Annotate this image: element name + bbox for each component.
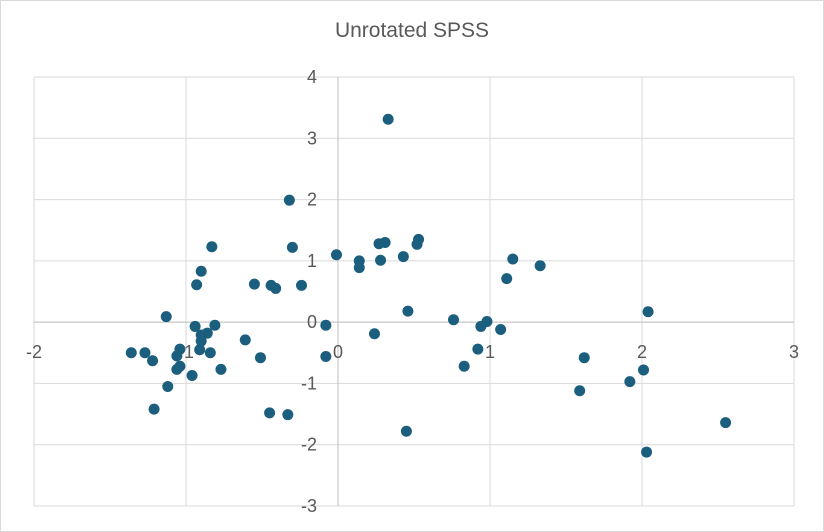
data-point (194, 344, 206, 356)
data-point (397, 251, 409, 263)
data-point (411, 238, 423, 250)
y-tick-label: -2 (301, 435, 317, 455)
x-tick-label: 3 (789, 342, 799, 362)
data-point (402, 305, 414, 317)
data-point (283, 194, 295, 206)
data-point (139, 347, 151, 359)
chart-title: Unrotated SPSS (334, 19, 490, 42)
data-point (189, 320, 201, 332)
data-point (162, 380, 174, 392)
y-tick-label: 2 (307, 190, 317, 210)
y-tick-label: 3 (307, 128, 317, 148)
y-tick-label: -3 (301, 496, 317, 516)
data-point (353, 262, 365, 274)
data-point (206, 241, 218, 253)
data-point (270, 282, 282, 294)
data-point (148, 403, 160, 415)
data-point (215, 363, 227, 375)
data-point (641, 446, 653, 458)
data-point (448, 314, 460, 326)
data-point (147, 355, 159, 367)
y-tick-label: -1 (301, 373, 317, 393)
data-point (400, 425, 412, 437)
y-tick-label: 4 (307, 67, 317, 87)
data-point (642, 306, 654, 318)
data-point (125, 347, 137, 359)
data-point (624, 376, 636, 388)
data-point (720, 417, 732, 429)
data-point (191, 279, 203, 291)
data-point (320, 350, 332, 362)
data-point (534, 260, 546, 272)
data-point (264, 407, 276, 419)
y-tick-labels: -3 -2 -1 0 1 2 3 4 (301, 67, 317, 516)
data-point (248, 278, 260, 290)
data-point (174, 360, 186, 372)
x-tick-label: 2 (637, 342, 647, 362)
data-point (373, 238, 385, 250)
data-point (501, 273, 513, 285)
data-point (475, 320, 487, 332)
data-point (171, 350, 183, 362)
data-point (368, 328, 380, 340)
x-tick-label: -2 (26, 342, 42, 362)
data-point (638, 364, 650, 376)
data-point (472, 343, 484, 355)
data-point (574, 385, 586, 397)
data-point (282, 409, 294, 421)
y-tick-label: 0 (307, 312, 317, 332)
data-point (382, 113, 394, 125)
data-point (507, 253, 519, 265)
data-point (320, 319, 332, 331)
data-point (458, 360, 470, 372)
data-point (254, 352, 266, 364)
data-point (160, 311, 172, 323)
gridlines (33, 76, 795, 507)
data-point (286, 241, 298, 253)
data-point (204, 347, 216, 359)
x-tick-label: 0 (333, 342, 343, 362)
data-point (296, 279, 308, 291)
y-tick-label: 1 (307, 251, 317, 271)
data-point (578, 352, 590, 364)
data-point (195, 335, 207, 347)
data-point (195, 265, 207, 277)
data-point (330, 249, 342, 261)
data-point (239, 334, 251, 346)
axes (34, 77, 794, 506)
data-point (209, 319, 221, 331)
x-tick-label: 1 (485, 342, 495, 362)
data-point (186, 369, 198, 381)
data-point (375, 254, 387, 266)
data-point (495, 323, 507, 335)
data-points (125, 113, 732, 458)
